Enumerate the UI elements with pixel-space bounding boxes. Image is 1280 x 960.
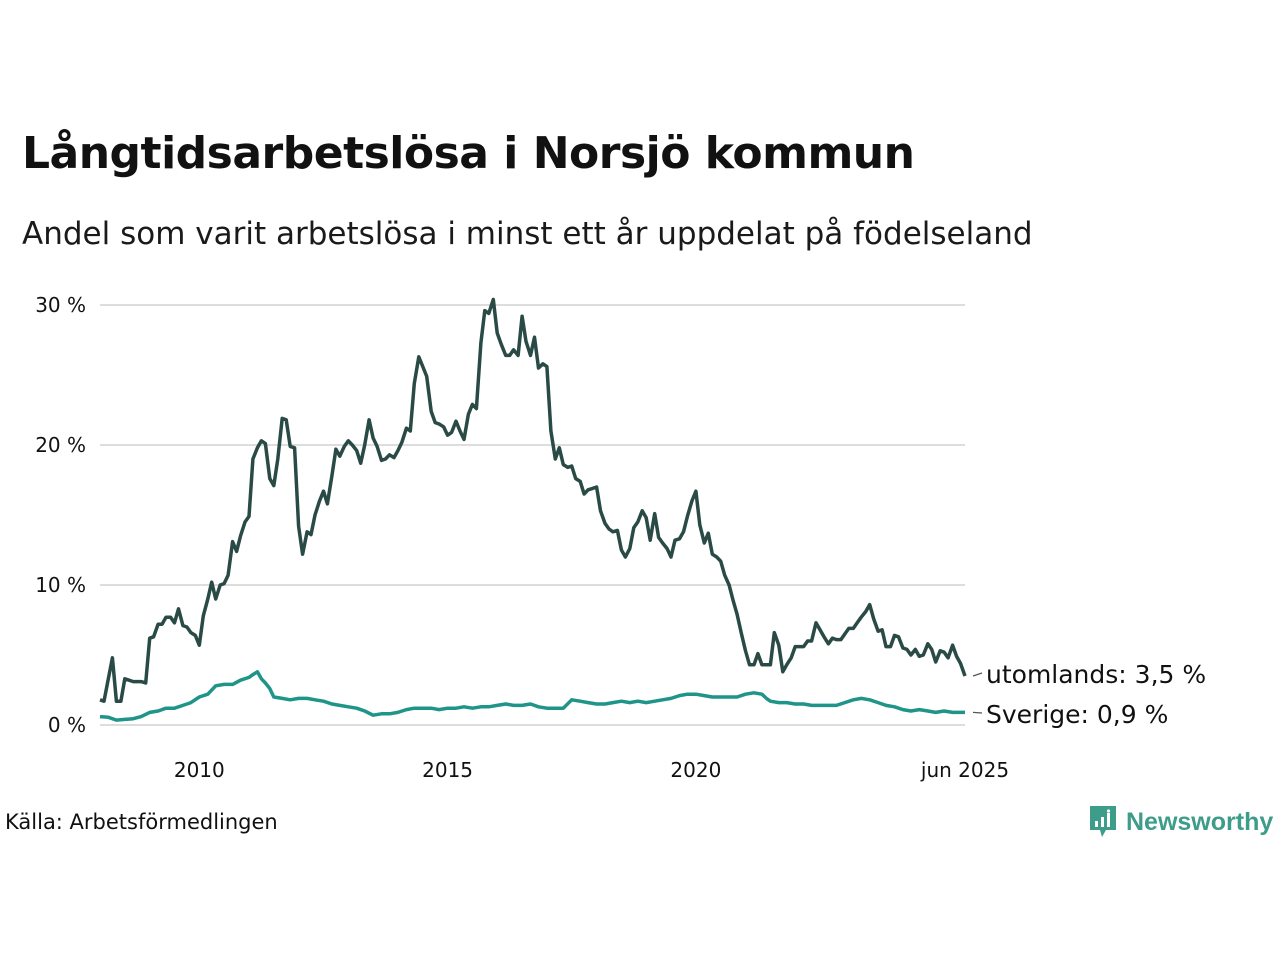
x-tick-label: jun 2025 (920, 758, 1009, 782)
x-tick-label: 2020 (670, 758, 721, 782)
end-label-connector (972, 672, 983, 677)
series-lines (99, 297, 967, 722)
series-line-utomlands (99, 297, 967, 703)
brand-name: Newsworthy (1126, 807, 1274, 836)
x-axis-ticks: 2010 2015 2020 jun 2025 (174, 758, 1009, 782)
chart-title: Långtidsarbetslösa i Norsjö kommun (22, 128, 915, 179)
newsworthy-logo-icon (1090, 806, 1116, 837)
y-tick-label: 10 % (35, 573, 86, 597)
end-label-connector (972, 711, 983, 714)
x-tick-label: 2015 (422, 758, 473, 782)
chart-subtitle: Andel som varit arbetslösa i minst ett å… (22, 216, 1033, 252)
y-axis-ticks: 0 % 10 % 20 % 30 % (35, 293, 86, 737)
end-labels: utomlands: 3,5 % Sverige: 0,9 % (972, 660, 1206, 729)
grid-lines (100, 304, 965, 726)
brand-logo[interactable]: Newsworthy (1088, 804, 1273, 840)
series-line-sverige (99, 670, 965, 722)
end-label-utomlands: utomlands: 3,5 % (986, 660, 1206, 689)
source-note: Källa: Arbetsförmedlingen (5, 810, 278, 834)
y-tick-label: 20 % (35, 433, 86, 457)
y-tick-label: 0 % (48, 713, 86, 737)
end-label-sverige: Sverige: 0,9 % (986, 700, 1168, 729)
y-tick-label: 30 % (35, 293, 86, 317)
x-tick-label: 2010 (174, 758, 225, 782)
